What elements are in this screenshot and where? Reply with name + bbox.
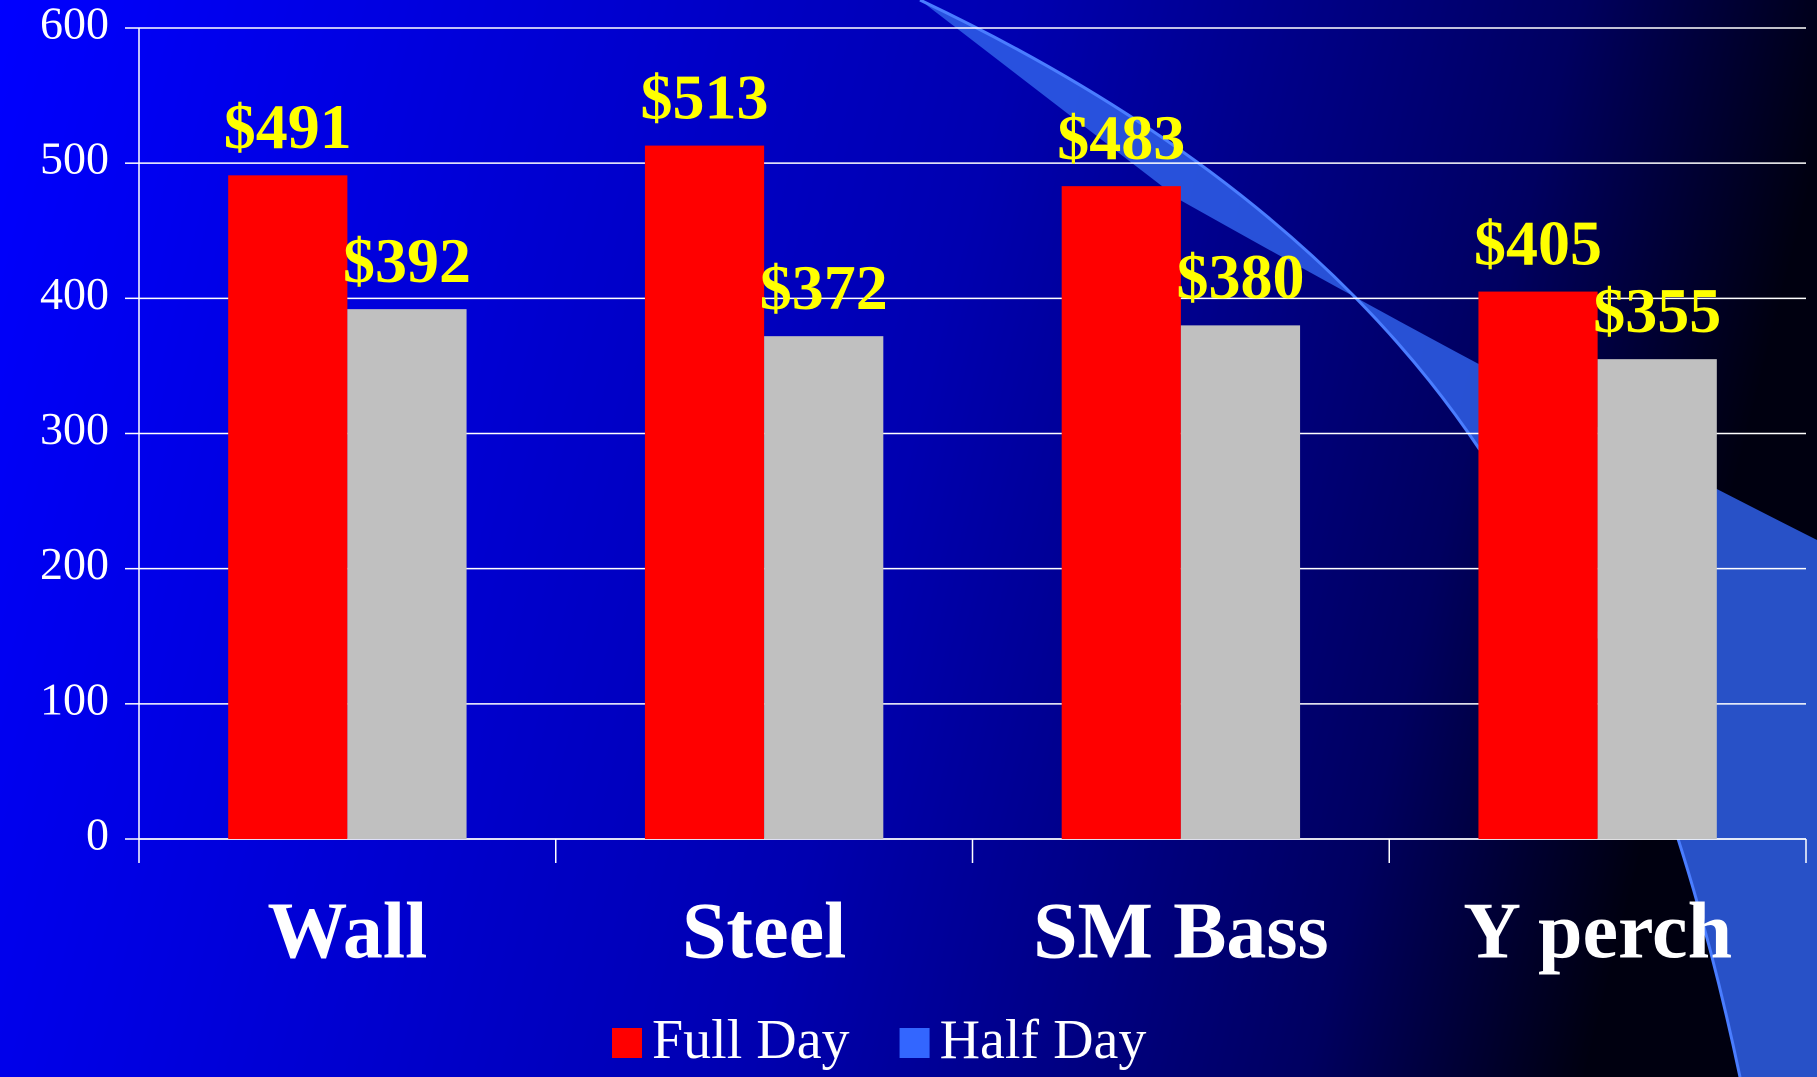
bar — [1478, 291, 1598, 839]
y-tick-label: 200 — [40, 538, 109, 589]
value-label: $491 — [224, 91, 352, 162]
bar — [347, 309, 467, 839]
value-label: $483 — [1057, 102, 1185, 173]
bar — [1597, 359, 1717, 839]
bar — [1061, 186, 1181, 839]
x-tick-label: Y perch — [1463, 887, 1732, 975]
y-tick-label: 300 — [40, 403, 109, 454]
bar — [764, 336, 884, 839]
value-label: $405 — [1474, 207, 1602, 278]
y-tick-label: 400 — [40, 268, 109, 319]
x-tick-label: Steel — [682, 887, 846, 975]
legend-swatch — [899, 1028, 930, 1058]
value-label: $372 — [760, 252, 888, 323]
legend-label: Half Day — [940, 1009, 1147, 1071]
y-tick-label: 0 — [86, 809, 109, 860]
y-tick-label: 100 — [40, 673, 109, 724]
value-label: $513 — [641, 61, 769, 132]
y-tick-label: 500 — [40, 133, 109, 184]
bar — [1180, 325, 1301, 839]
legend-label: Full Day — [652, 1009, 850, 1071]
y-tick-label: 600 — [40, 0, 109, 49]
legend-swatch — [612, 1028, 642, 1058]
x-tick-label: SM Bass — [1033, 887, 1329, 975]
value-label: $392 — [343, 225, 471, 296]
bar — [228, 175, 348, 839]
value-label: $380 — [1176, 241, 1304, 312]
x-tick-label: Wall — [267, 887, 427, 975]
bar — [644, 145, 765, 840]
value-label: $355 — [1593, 275, 1721, 346]
